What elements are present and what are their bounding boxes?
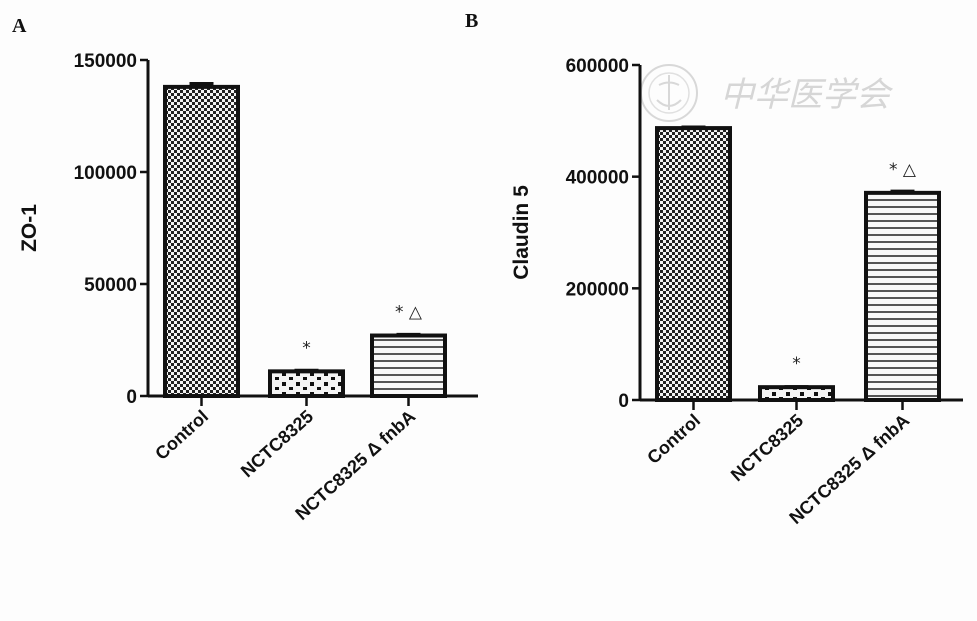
bar-2: [864, 190, 941, 402]
x-tick-label: NCTC8325: [237, 406, 317, 481]
y-tick-label: 50000: [84, 275, 137, 296]
x-tick-label: Control: [151, 406, 212, 464]
significance-marker: * △: [889, 160, 917, 180]
y-axis-label: Claudin 5: [510, 185, 533, 280]
bar-2: [370, 333, 447, 398]
y-tick-label: 400000: [566, 168, 629, 189]
x-tick-label: Control: [643, 410, 704, 468]
bar-0: [163, 84, 240, 398]
panel-label: B: [465, 10, 478, 32]
watermark-text: 中华医学会: [720, 75, 894, 115]
bar-0: [655, 126, 732, 402]
panel-label: A: [12, 15, 27, 37]
y-tick-label: 200000: [566, 279, 629, 300]
bar-1: [758, 385, 835, 402]
y-tick-label: 600000: [566, 56, 629, 77]
significance-marker: *: [792, 354, 801, 374]
y-tick-label: 0: [126, 387, 137, 408]
significance-marker: * △: [395, 303, 423, 323]
watermark-logo: 中华医学会: [640, 64, 894, 122]
y-axis-label: ZO-1: [18, 204, 41, 252]
y-tick-label: 100000: [74, 163, 137, 184]
y-tick-label: 150000: [74, 51, 137, 72]
x-tick-label: NCTC8325 Δ fnbA: [785, 410, 913, 528]
chart-panel-a: A ZO-1 0 50000 100000 150000 Control * NCTC8325 *…: [12, 15, 478, 524]
y-tick-label: 0: [618, 391, 629, 412]
significance-marker: *: [302, 338, 311, 358]
x-tick-label: NCTC8325: [727, 410, 807, 485]
bar-1: [268, 369, 345, 398]
